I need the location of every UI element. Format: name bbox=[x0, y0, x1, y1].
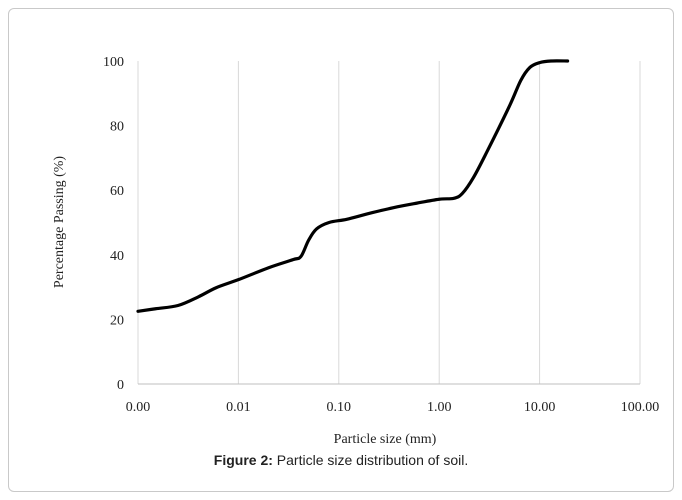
x-tick-label: 10.00 bbox=[524, 400, 556, 415]
caption-label: Figure 2: bbox=[213, 452, 273, 468]
x-tick-label: 100.00 bbox=[621, 400, 660, 415]
y-tick-label: 40 bbox=[110, 249, 124, 264]
x-tick-label: 0.00 bbox=[126, 400, 151, 415]
y-tick-label: 100 bbox=[103, 55, 124, 70]
x-tick-labels: 0.00 0.01 0.10 1.00 10.00 100.00 bbox=[126, 400, 660, 415]
y-tick-label: 0 bbox=[117, 378, 124, 393]
x-tick-label: 1.00 bbox=[427, 400, 452, 415]
x-tick-label: 0.10 bbox=[327, 400, 352, 415]
y-tick-labels: 0 20 40 60 80 100 bbox=[103, 55, 124, 393]
grid-lines bbox=[137, 61, 641, 384]
y-axis-title: Percentage Passing (%) bbox=[52, 156, 67, 289]
grading-curve bbox=[136, 59, 570, 313]
particle-size-chart: 0 20 40 60 80 100 0.00 0.01 0.10 1.00 10.00 100.00… bbox=[52, 55, 660, 447]
x-axis-title: Particle size (mm) bbox=[334, 432, 437, 447]
y-tick-label: 60 bbox=[110, 184, 124, 199]
figure-frame bbox=[8, 8, 674, 492]
caption-text: Particle size distribution of soil. bbox=[272, 452, 469, 468]
y-tick-label: 20 bbox=[110, 313, 124, 328]
figure-caption: Figure 2: Particle size distribution of … bbox=[0, 452, 682, 468]
y-tick-label: 80 bbox=[110, 120, 124, 135]
x-tick-label: 0.01 bbox=[226, 400, 251, 415]
